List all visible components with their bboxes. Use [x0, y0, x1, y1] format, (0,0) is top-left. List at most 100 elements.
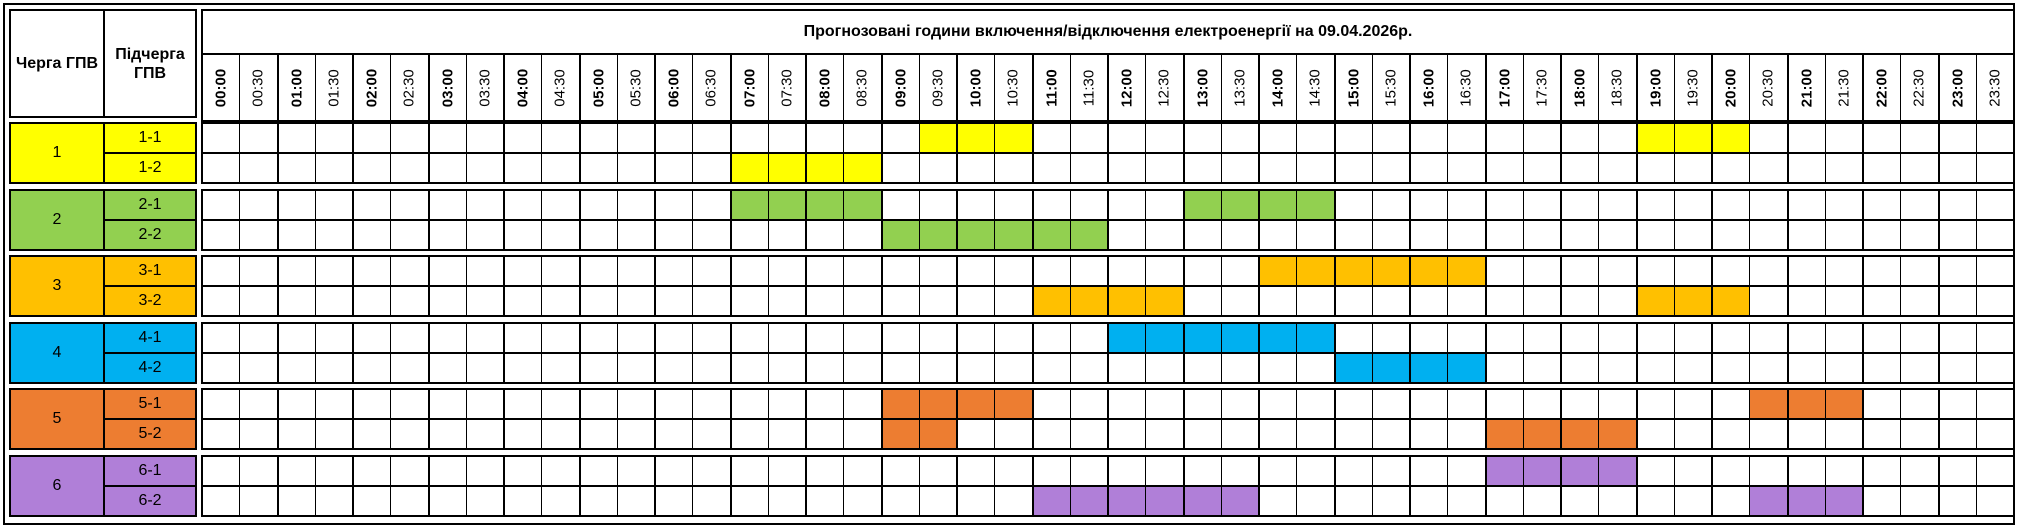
power-slot	[1182, 122, 1222, 154]
outage-slot	[729, 152, 769, 184]
outage-slot	[1107, 321, 1147, 354]
power-slot	[390, 122, 430, 154]
queue-block-labels: 2 2-1 2-2	[9, 188, 197, 251]
power-slot	[1447, 152, 1487, 184]
power-slot	[201, 418, 241, 450]
power-slot	[1598, 321, 1638, 354]
power-slot	[1220, 454, 1260, 487]
outage-slot	[1673, 285, 1713, 317]
power-slot	[1258, 484, 1298, 517]
power-slot	[994, 484, 1034, 517]
power-slot	[805, 122, 845, 154]
power-slot	[1673, 388, 1713, 420]
power-slot	[1635, 321, 1675, 354]
power-slot	[1220, 122, 1260, 154]
power-slot	[503, 454, 543, 487]
power-slot	[314, 351, 354, 384]
outage-slot	[1824, 388, 1864, 420]
power-slot	[1560, 188, 1600, 221]
power-slot	[1107, 351, 1147, 384]
power-slot	[692, 285, 732, 317]
power-slot	[1560, 351, 1600, 384]
time-slot-header: 04:30	[541, 53, 581, 122]
power-slot	[994, 321, 1034, 354]
outage-slot	[1749, 388, 1789, 420]
power-slot	[1107, 255, 1147, 287]
power-slot	[1975, 418, 2015, 450]
time-slot-header: 03:30	[465, 53, 505, 122]
outage-slot	[918, 218, 958, 251]
power-slot	[616, 351, 656, 384]
power-slot	[729, 418, 769, 450]
time-slot-label: 23:30	[1986, 68, 2004, 107]
schedule-title: Прогнозовані години включення/відключенн…	[201, 9, 2015, 55]
power-slot	[352, 122, 392, 154]
power-slot	[239, 122, 279, 154]
power-slot	[427, 188, 467, 221]
power-slot	[1069, 351, 1109, 384]
outage-slot	[1598, 418, 1638, 450]
power-slot	[1333, 218, 1373, 251]
power-slot	[1258, 218, 1298, 251]
power-slot	[1749, 285, 1789, 317]
time-slot-label: 22:30	[1910, 68, 1928, 107]
power-slot	[503, 218, 543, 251]
subqueue-cell: 3-1	[103, 255, 197, 287]
power-slot	[578, 351, 618, 384]
power-slot	[578, 388, 618, 420]
outage-slot	[1296, 188, 1336, 221]
power-slot	[1862, 188, 1902, 221]
power-slot	[1409, 152, 1449, 184]
power-slot	[956, 484, 996, 517]
power-slot	[767, 351, 807, 384]
power-slot	[918, 285, 958, 317]
power-slot	[956, 188, 996, 221]
power-slot	[1786, 285, 1826, 317]
power-slot	[1145, 388, 1185, 420]
power-slot	[239, 218, 279, 251]
outage-slot	[1409, 255, 1449, 287]
power-slot	[616, 321, 656, 354]
power-slot	[239, 285, 279, 317]
power-slot	[1598, 484, 1638, 517]
queue-block-labels: 5 5-1 5-2	[9, 388, 197, 450]
power-slot	[1862, 351, 1902, 384]
power-slot	[427, 285, 467, 317]
power-slot	[1069, 454, 1109, 487]
power-slot	[1786, 188, 1826, 221]
power-slot	[1975, 484, 2015, 517]
power-slot	[1258, 285, 1298, 317]
power-slot	[541, 321, 581, 354]
power-slot	[1900, 285, 1940, 317]
queue-cell: 1	[9, 122, 105, 184]
outage-slot	[1107, 285, 1147, 317]
time-slot-header: 16:00	[1409, 53, 1449, 122]
time-slot-header: 00:00	[201, 53, 241, 122]
power-slot	[1635, 188, 1675, 221]
power-slot	[729, 351, 769, 384]
outage-slot	[1031, 285, 1071, 317]
power-slot	[1824, 218, 1864, 251]
power-slot	[1145, 255, 1185, 287]
power-slot	[578, 418, 618, 450]
time-slot-label: 02:00	[363, 68, 381, 107]
power-slot	[276, 418, 316, 450]
power-slot	[1333, 321, 1373, 354]
power-slot	[541, 454, 581, 487]
time-slot-header: 06:30	[692, 53, 732, 122]
outage-slot	[1296, 255, 1336, 287]
power-slot	[1900, 255, 1940, 287]
power-slot	[1711, 454, 1751, 487]
outage-slot	[767, 152, 807, 184]
time-slot-header: 02:30	[390, 53, 430, 122]
power-slot	[390, 351, 430, 384]
power-slot	[465, 321, 505, 354]
power-slot	[1107, 188, 1147, 221]
power-slot	[956, 285, 996, 317]
power-slot	[541, 285, 581, 317]
schedule-frame	[3, 3, 2015, 525]
time-slot-header: 02:00	[352, 53, 392, 122]
power-slot	[1447, 218, 1487, 251]
time-slot-header: 22:30	[1900, 53, 1940, 122]
time-header-table: Прогнозовані години включення/відключенн…	[201, 9, 2015, 122]
